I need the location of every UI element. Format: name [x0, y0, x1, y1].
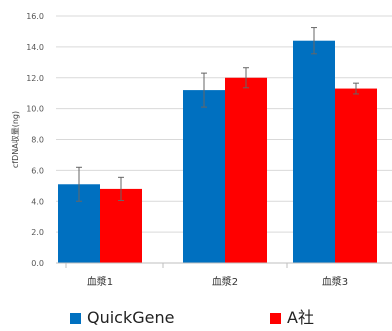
legend-item-a-company: A社: [270, 309, 314, 327]
y-tick-label: 2.0: [31, 228, 44, 237]
legend-swatch-quickgene: [70, 312, 81, 324]
error-bars: [76, 27, 359, 202]
bar: [183, 90, 225, 263]
legend-item-quickgene: QuickGene: [70, 309, 174, 327]
y-tick-label: 0.0: [31, 259, 44, 268]
category-labels: 血漿1 血漿2 血漿3: [65, 263, 348, 288]
legend-swatch-a-company: [270, 312, 281, 324]
bar: [335, 88, 377, 264]
bar: [100, 188, 142, 263]
bar: [293, 40, 335, 264]
y-tick-label: 10.0: [26, 105, 44, 114]
y-tick-label: 8.0: [31, 136, 44, 145]
legend-label-quickgene: QuickGene: [87, 308, 175, 327]
bars: [58, 40, 377, 264]
y-tick-label: 16.0: [26, 12, 44, 21]
category-label: 血漿2: [212, 275, 238, 288]
legend-label-a-company: A社: [287, 308, 314, 327]
y-tick-label: 4.0: [31, 197, 44, 206]
y-tick-label: 12.0: [26, 74, 44, 83]
category-label: 血漿3: [322, 275, 348, 288]
bar: [225, 77, 267, 263]
legend: QuickGene A社: [0, 309, 392, 329]
y-tick-label: 14.0: [26, 43, 44, 52]
y-tick-labels: 0.0 2.0 4.0 6.0 8.0 10.0 12.0 14.0 16.0: [26, 12, 44, 268]
category-label: 血漿1: [87, 275, 113, 288]
y-tick-label: 6.0: [31, 166, 44, 175]
y-axis-label: cfDNA収量(ng): [10, 111, 20, 168]
